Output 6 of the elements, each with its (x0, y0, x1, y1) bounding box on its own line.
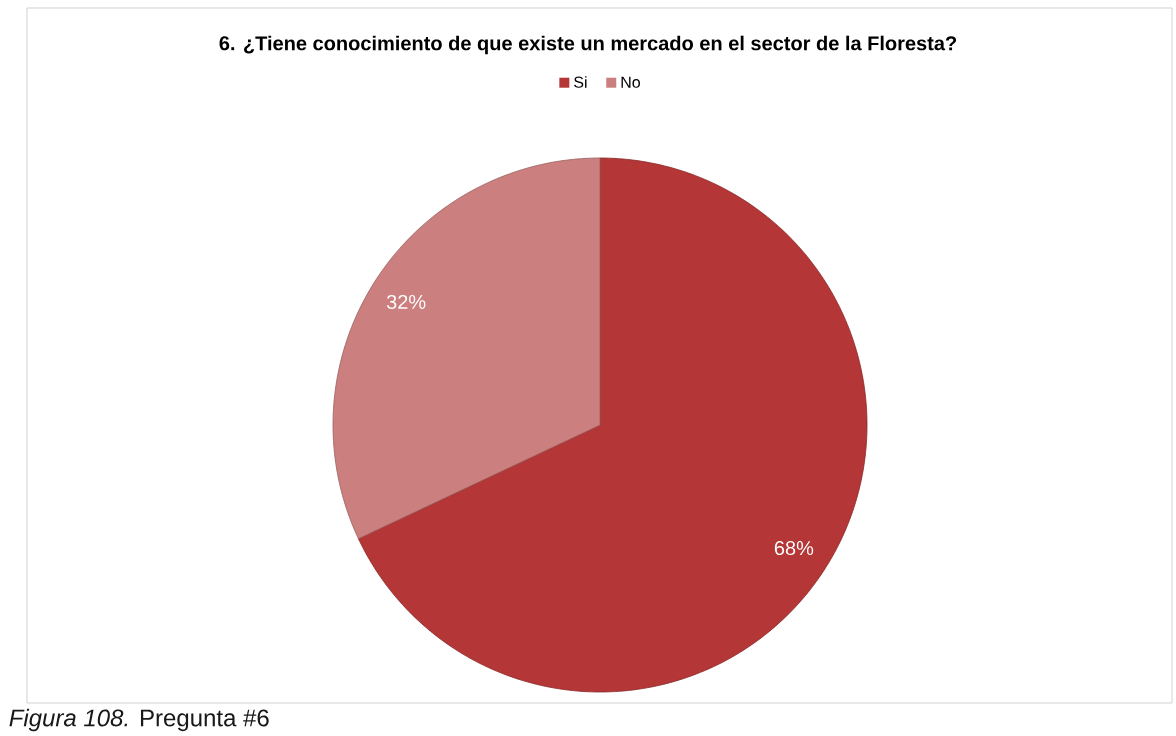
legend-label: No (621, 76, 640, 88)
text: Figura 108. Pregunta #6 (9, 708, 269, 732)
data-label: 68% (774, 540, 814, 556)
chart-title: 6. ¿Tiene conocimiento de que existe un mercado en el sector de la Floresta? (219, 35, 957, 55)
data-label: 32% (386, 294, 426, 310)
legend-label: Si (574, 76, 587, 88)
